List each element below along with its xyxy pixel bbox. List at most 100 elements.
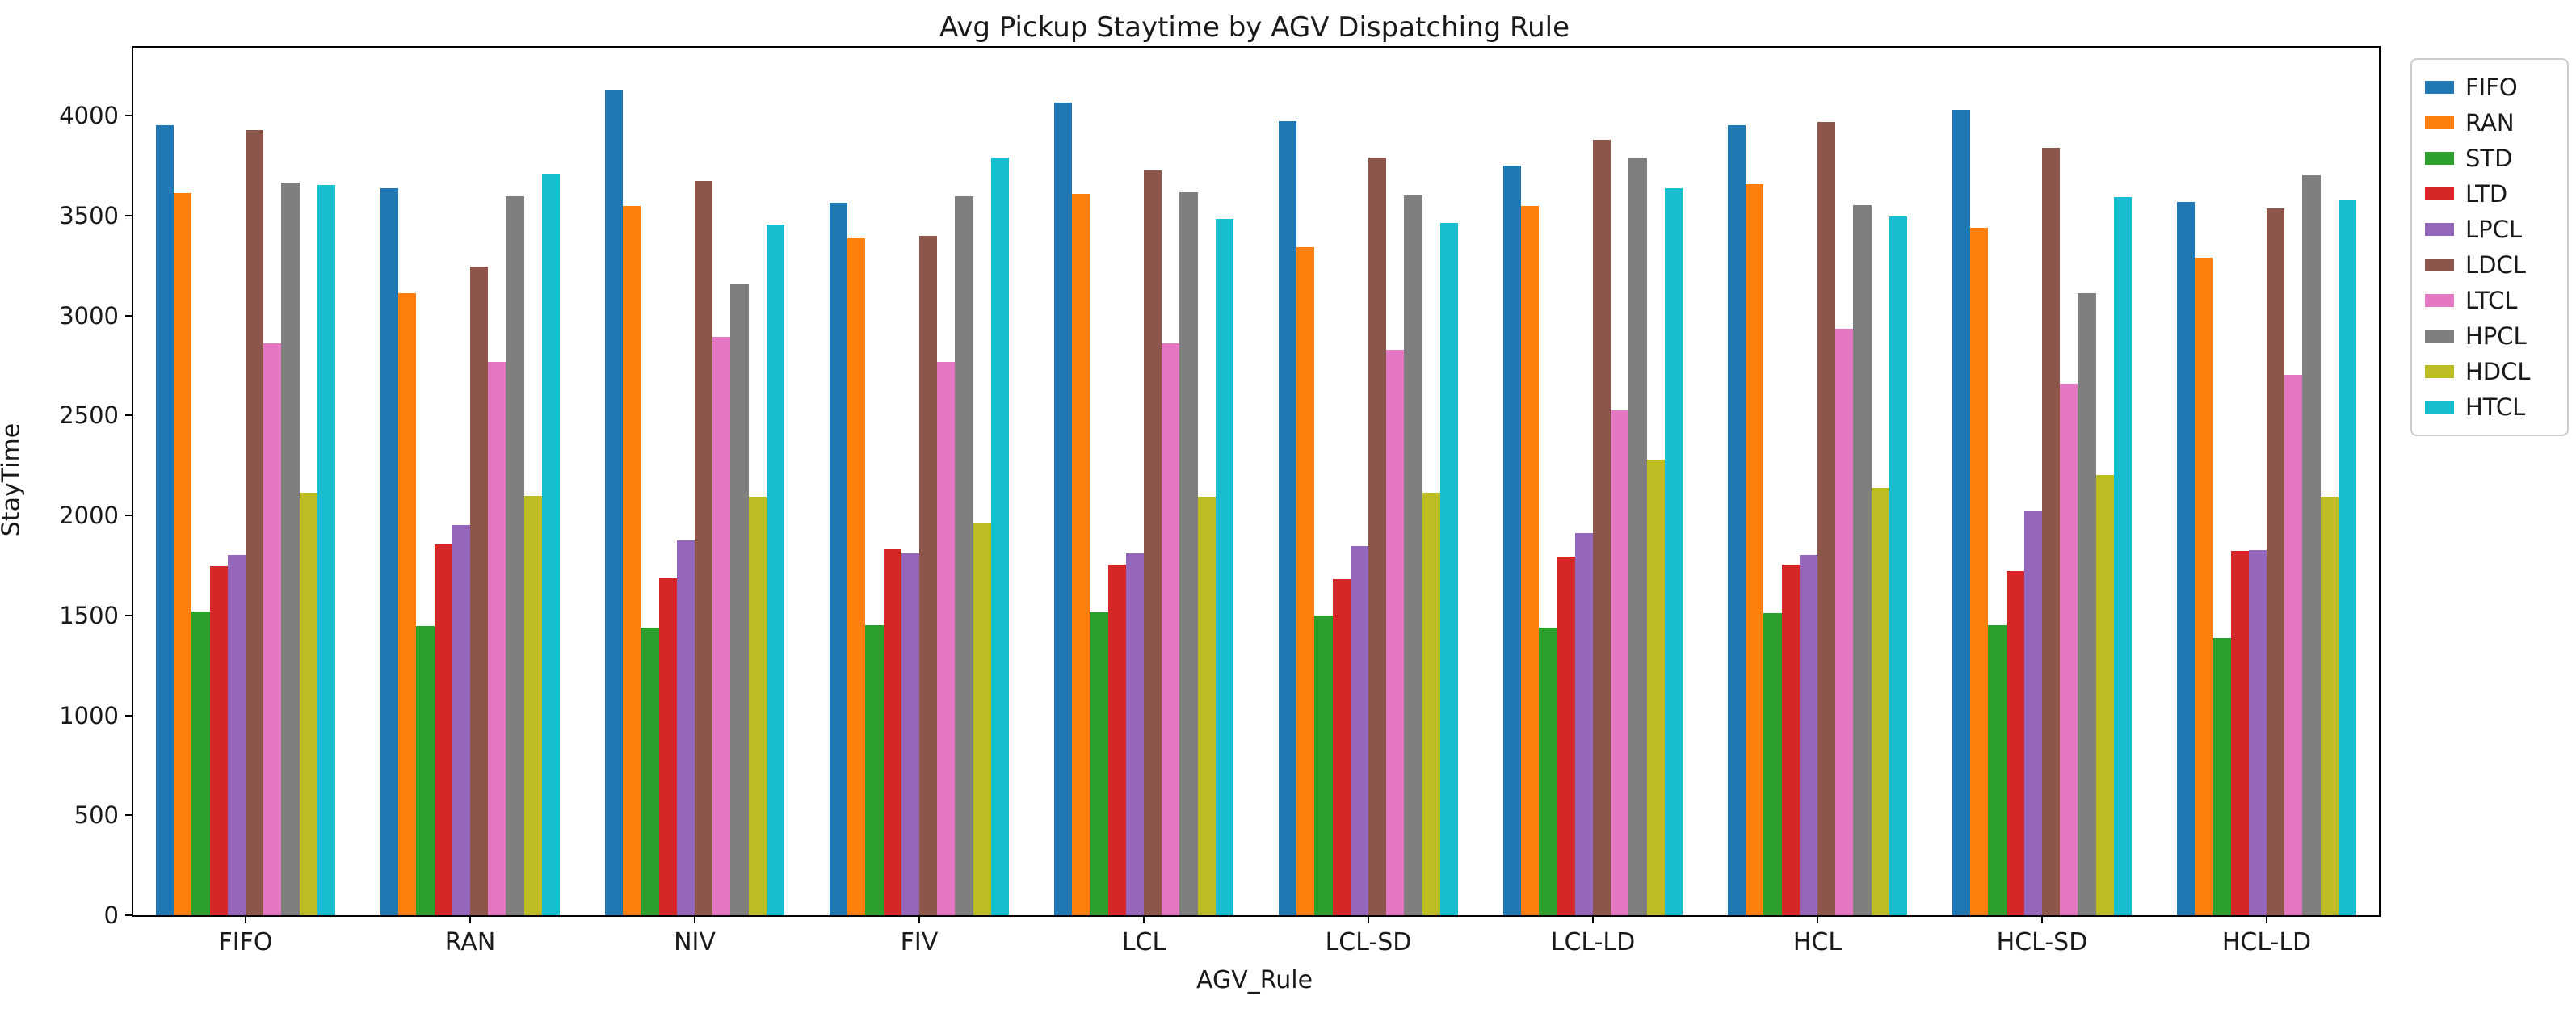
x-tick-mark bbox=[245, 915, 246, 923]
legend-swatch-fifo bbox=[2425, 81, 2454, 94]
bar-fiv-hdcl bbox=[973, 523, 991, 915]
bar-lcl-sd-ltcl bbox=[1386, 350, 1405, 915]
bar-hcl-sd-ltd bbox=[2006, 570, 2024, 915]
x-tick-mark bbox=[469, 915, 471, 923]
y-tick-label: 500 bbox=[74, 801, 119, 830]
bar-hcl-ltd bbox=[1781, 564, 1800, 915]
bar-group-hcl-ld bbox=[2154, 48, 2379, 915]
bar-hcl-ld-ltd bbox=[2230, 551, 2249, 915]
legend-item-lpcl: LPCL bbox=[2425, 212, 2567, 247]
x-tick-mark bbox=[1143, 915, 1145, 923]
legend-item-ltd: LTD bbox=[2425, 176, 2567, 212]
bar-lcl-ld-htcl bbox=[1664, 188, 1683, 915]
bar-lcl-ld-ran bbox=[1521, 206, 1540, 915]
bar-fifo-hpcl bbox=[281, 183, 300, 915]
legend-label: HTCL bbox=[2465, 393, 2526, 421]
legend-label: HPCL bbox=[2465, 322, 2527, 350]
bar-group-lcl-ld bbox=[1481, 48, 1705, 915]
bar-hcl-hpcl bbox=[1853, 204, 1872, 915]
legend-item-std: STD bbox=[2425, 141, 2567, 176]
bar-lcl-ld-ltd bbox=[1557, 557, 1575, 915]
legend-item-fifo: FIFO bbox=[2425, 69, 2567, 105]
bar-hcl-std bbox=[1763, 613, 1782, 915]
legend-label: LDCL bbox=[2465, 251, 2526, 279]
bar-fifo-ldcl bbox=[246, 129, 264, 915]
bar-hcl-ltcl bbox=[1835, 329, 1854, 915]
bar-lcl-ldcl bbox=[1144, 170, 1162, 915]
bar-fifo-std bbox=[191, 611, 210, 915]
y-tick-mark bbox=[125, 714, 133, 717]
legend-label: HDCL bbox=[2465, 358, 2531, 385]
bar-fifo-ltcl bbox=[263, 343, 282, 915]
x-tick-mark bbox=[2266, 915, 2267, 923]
bar-lcl-fifo bbox=[1053, 102, 1073, 915]
bar-hcl-sd-ltcl bbox=[2060, 383, 2078, 915]
bar-ran-ltcl bbox=[488, 361, 506, 915]
bar-lcl-ld-hpcl bbox=[1628, 158, 1647, 915]
bar-group-ran bbox=[358, 48, 582, 915]
bar-ran-hpcl bbox=[506, 195, 524, 915]
x-tick-label-hcl-sd: HCL-SD bbox=[1996, 928, 2088, 956]
bar-lcl-sd-ltd bbox=[1332, 579, 1351, 915]
legend-label: STD bbox=[2465, 145, 2513, 172]
y-tick-mark bbox=[125, 115, 133, 117]
bar-fiv-htcl bbox=[990, 158, 1010, 915]
x-tick-label-fiv: FIV bbox=[900, 928, 939, 956]
x-tick-label-hcl-ld: HCL-LD bbox=[2221, 928, 2312, 956]
x-tick-mark bbox=[1368, 915, 1369, 923]
bar-hcl-ld-lpcl bbox=[2248, 549, 2267, 915]
bar-lcl-ran bbox=[1072, 193, 1090, 915]
bar-ran-fifo bbox=[380, 188, 399, 915]
bar-hcl-sd-ran bbox=[1970, 227, 1989, 915]
bar-hcl-sd-fifo bbox=[1952, 110, 1971, 915]
legend: FIFO RAN STD LTD LPCL LDCL LTCL HPCL HDCL HTCL bbox=[2410, 58, 2569, 436]
y-tick-mark bbox=[125, 515, 133, 517]
y-tick-mark bbox=[125, 814, 133, 817]
legend-swatch-std bbox=[2425, 152, 2454, 165]
legend-swatch-htcl bbox=[2425, 401, 2454, 414]
legend-item-ran: RAN bbox=[2425, 105, 2567, 141]
bar-hcl-sd-lpcl bbox=[2023, 511, 2042, 915]
bar-lcl-ltcl bbox=[1162, 343, 1180, 915]
bar-hcl-sd-hdcl bbox=[2095, 474, 2114, 915]
bar-hcl-sd-ldcl bbox=[2042, 148, 2061, 915]
bar-hcl-ld-ltcl bbox=[2284, 375, 2303, 915]
y-tick-mark bbox=[125, 414, 133, 417]
bar-hcl-ld-hpcl bbox=[2302, 175, 2321, 915]
bar-ran-hdcl bbox=[523, 495, 542, 915]
bar-fifo-lpcl bbox=[227, 555, 246, 915]
bar-hcl-htcl bbox=[1889, 216, 1908, 915]
bar-niv-ltd bbox=[658, 578, 677, 915]
bar-lcl-sd-hpcl bbox=[1404, 195, 1422, 915]
x-tick-label-hcl: HCL bbox=[1792, 928, 1843, 956]
bar-lcl-sd-htcl bbox=[1439, 222, 1459, 915]
bar-hcl-ld-std bbox=[2213, 638, 2231, 915]
legend-item-htcl: HTCL bbox=[2425, 389, 2567, 425]
bar-fifo-hdcl bbox=[299, 493, 317, 915]
bar-fifo-htcl bbox=[317, 185, 336, 915]
legend-label: LPCL bbox=[2465, 216, 2523, 243]
x-tick-label-lcl: LCL bbox=[1121, 928, 1166, 956]
x-tick-mark bbox=[1817, 915, 1818, 923]
bar-ran-ran bbox=[398, 293, 417, 915]
bar-niv-fifo bbox=[604, 90, 624, 915]
bar-ran-ltd bbox=[434, 544, 452, 915]
x-tick-mark bbox=[1592, 915, 1594, 923]
bar-group-niv bbox=[582, 48, 807, 915]
bar-niv-std bbox=[641, 628, 659, 915]
x-tick-label-fifo: FIFO bbox=[218, 928, 273, 956]
legend-label: RAN bbox=[2465, 109, 2515, 137]
y-tick-label: 0 bbox=[103, 902, 119, 929]
y-axis-label: StayTime bbox=[0, 422, 26, 537]
y-tick-label: 1500 bbox=[59, 601, 119, 629]
bar-niv-ran bbox=[623, 206, 641, 915]
plot-area: 0 500 1000 1500 2000 2500 3000 3500 4000 FIFO RAN N… bbox=[59, 46, 2381, 956]
bar-ran-ldcl bbox=[470, 266, 489, 915]
legend-swatch-ltd bbox=[2425, 187, 2454, 200]
legend-swatch-ran bbox=[2425, 116, 2454, 129]
legend-label: FIFO bbox=[2465, 74, 2518, 101]
legend-label: LTCL bbox=[2465, 287, 2518, 314]
y-tick-label: 4000 bbox=[59, 102, 119, 130]
legend-swatch-lpcl bbox=[2425, 223, 2454, 236]
bar-fiv-ltcl bbox=[937, 361, 956, 915]
